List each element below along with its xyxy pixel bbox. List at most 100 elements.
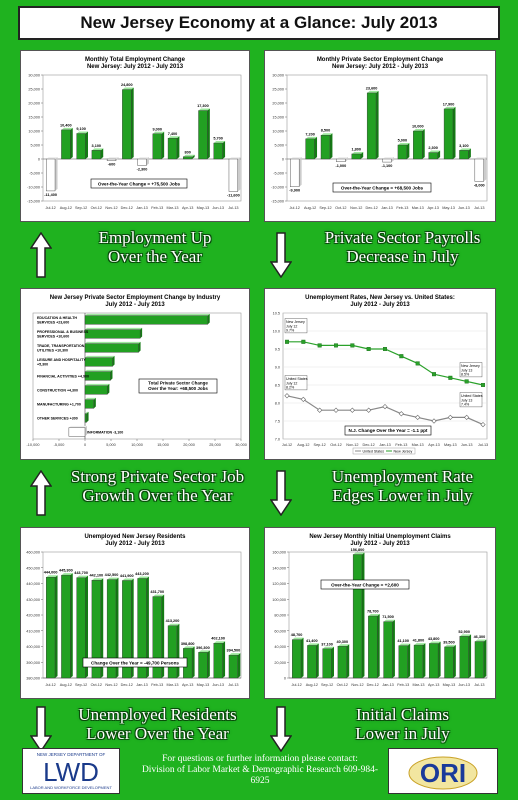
y-tick-label: 0 (284, 677, 286, 681)
x-tick-label: Oct-12 (91, 683, 102, 687)
bar-side (392, 619, 395, 678)
y-tick-label: 20,000 (272, 102, 284, 106)
bar-top (198, 108, 210, 111)
bar-top (85, 355, 115, 358)
bar-side (237, 653, 241, 678)
y-tick-label: 8.0 (275, 402, 280, 406)
x-tick-label: Mar-13 (412, 683, 424, 687)
bar-side (100, 148, 104, 159)
category-label: CONSTRUCTION +4,300 (37, 388, 78, 392)
data-label: 7,200 (305, 132, 315, 136)
bar (84, 385, 108, 395)
data-label: 17,900 (443, 102, 455, 106)
chart-panel-initial-claims: New Jersey Monthly Initial Unemployment … (264, 527, 496, 699)
chart-panel-unemployed-residents: Unemployed New Jersey Residents July 2012… (20, 527, 250, 699)
x-tick-label: Dec-12 (121, 683, 133, 687)
bar-top (307, 643, 319, 646)
bar-top (351, 151, 364, 154)
annotation-box (332, 182, 432, 193)
x-tick-label: May-13 (197, 683, 210, 687)
bar-top (85, 383, 110, 386)
x-tick-label: Feb-13 (151, 206, 163, 210)
data-label: 442,500 (105, 573, 119, 577)
y-tick-label: 400,000 (26, 645, 40, 649)
bar-side (301, 637, 304, 678)
y-tick-label: 120,000 (272, 582, 286, 586)
category-label: INFORMATION -3,100 (87, 430, 123, 434)
bar (290, 158, 300, 187)
bar-side (222, 141, 226, 159)
bar-top (46, 575, 58, 578)
x-tick-label: Aug-12 (60, 206, 72, 210)
bar (137, 158, 147, 166)
x-tick-label: Jan-13 (136, 206, 148, 210)
x-tick-label: Sep-12 (75, 206, 87, 210)
y-tick-label: 0 (282, 158, 284, 162)
caption-private-payrolls: Private Sector Payrolls Decrease in July (324, 228, 481, 266)
bar-top (337, 644, 350, 647)
x-tick-label: Jul-12 (291, 683, 301, 687)
bar (320, 134, 331, 160)
x-tick-label: -10,000 (27, 443, 40, 447)
chart-private-employment-change: Monthly Private Sector Employment Change… (271, 57, 488, 210)
bar-top (85, 327, 143, 330)
data-point (333, 343, 338, 348)
bar (291, 639, 302, 679)
x-tick-label: Dec-12 (121, 206, 133, 210)
bar-top (183, 154, 195, 157)
bar-top (183, 646, 195, 649)
bar (198, 110, 208, 160)
legend-label: United States (363, 449, 385, 453)
bar-side (161, 131, 165, 159)
bar (106, 579, 117, 679)
x-tick-label: Oct-12 (337, 683, 348, 687)
bar (366, 92, 377, 160)
bar-side (438, 641, 441, 678)
y-tick-label: 410,000 (26, 629, 40, 633)
lwd-logo: NEW JERSEY DEPARTMENT OF LWD LABOR AND W… (22, 748, 120, 794)
x-tick-label: 25,000 (209, 443, 221, 447)
x-tick-label: Apr-13 (427, 206, 438, 210)
bar-top (137, 157, 149, 159)
y-tick-label: 380,000 (26, 677, 40, 681)
x-tick-label: Aug-12 (297, 443, 309, 447)
chart-panel-unemployment-rate: Unemployment Rates, New Jersey vs. Unite… (264, 288, 496, 460)
x-tick-label: -5,000 (54, 443, 65, 447)
data-label: -9,900 (289, 189, 300, 193)
data-label: 2,300 (428, 146, 438, 150)
bar (91, 579, 101, 679)
data-label: 394,500 (227, 649, 241, 653)
data-label: 43,800 (428, 637, 440, 641)
data-label: 71,500 (382, 615, 394, 619)
y-tick-label: 5,000 (274, 144, 284, 148)
bar-side (140, 327, 143, 339)
y-tick-label: 20,000 (274, 661, 286, 665)
plot-area (282, 312, 488, 440)
bar-side (453, 106, 456, 159)
bar-side (131, 87, 134, 159)
x-tick-label: Jun-13 (212, 206, 224, 210)
arrow-up-icon (30, 232, 52, 278)
bar-side (192, 154, 195, 159)
bar-top (107, 577, 119, 580)
bar (322, 648, 332, 679)
x-tick-label: Mar-13 (166, 206, 178, 210)
annotation-text: Over-the-Year Change = +68,500 Jobs (341, 185, 424, 190)
x-tick-label: Sep-12 (314, 443, 326, 447)
data-label: 3,100 (459, 144, 469, 148)
bar-side (407, 643, 411, 678)
bar-top (474, 639, 487, 642)
data-label: 41,800 (413, 639, 425, 643)
data-point (366, 347, 371, 352)
bar (106, 158, 117, 161)
data-point (448, 375, 453, 380)
arrow-down-icon (270, 706, 292, 752)
bar-top (152, 131, 165, 134)
annotation-text: Change Over the Year = -49,700 Persons (91, 660, 179, 665)
data-label: 9,000 (152, 127, 162, 131)
bar (45, 158, 56, 192)
annotation-us-start: 8.2% (286, 386, 295, 390)
y-tick-label: 25,000 (28, 88, 40, 92)
arrow-down-icon (270, 470, 292, 516)
data-label: -11,400 (44, 193, 57, 197)
